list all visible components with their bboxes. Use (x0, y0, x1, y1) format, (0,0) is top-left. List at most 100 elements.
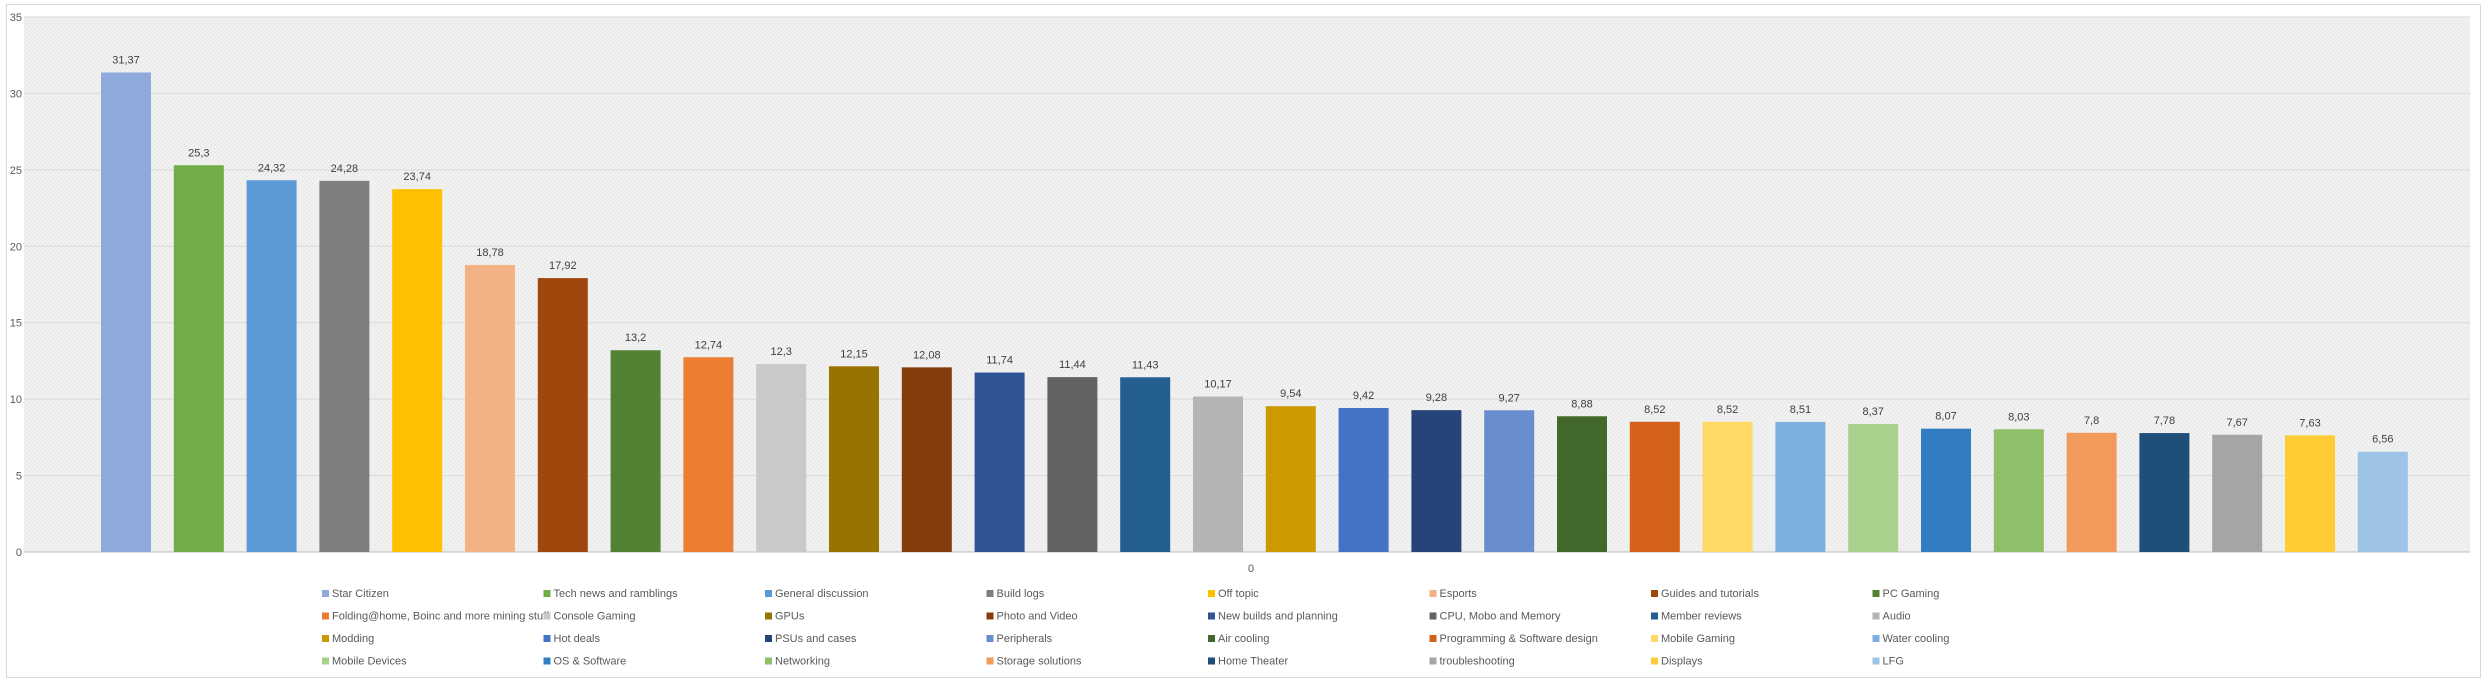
bar (2139, 433, 2190, 552)
data-label: 11,43 (1132, 359, 1159, 371)
legend-item: Photo and Video (986, 611, 1078, 623)
data-label: 24,32 (258, 162, 286, 174)
legend-item: Console Gaming (543, 611, 635, 623)
legend-label: New builds and planning (1218, 611, 1338, 623)
data-label: 8,52 (1717, 404, 1738, 416)
data-label: 12,3 (770, 346, 791, 358)
legend-item: Member reviews (1651, 611, 1742, 623)
data-label: 7,67 (2226, 417, 2247, 429)
legend-swatch (1208, 612, 1215, 620)
legend-label: OS & Software (554, 656, 627, 668)
bar (756, 363, 807, 552)
bar (1484, 410, 1535, 552)
legend-swatch (1872, 612, 1880, 620)
data-label: 7,8 (2084, 415, 2099, 427)
data-label: 9,54 (1280, 388, 1301, 400)
legend-label: Folding@home, Boinc and more mining stuf… (332, 611, 550, 623)
legend-label: Modding (332, 633, 374, 645)
legend-item: Home Theater (1208, 656, 1288, 668)
bar (2212, 434, 2263, 552)
bar (1338, 408, 1389, 552)
legend-swatch (322, 657, 329, 665)
legend-item: New builds and planning (1208, 611, 1338, 623)
legend-swatch (986, 635, 994, 642)
bar (465, 264, 515, 552)
legend-swatch (322, 612, 329, 620)
legend-swatch (1872, 657, 1880, 665)
legend-swatch (543, 635, 551, 642)
legend-label: Tech news and ramblings (554, 588, 679, 600)
legend-label: LFG (1883, 656, 1904, 668)
legend-item: Guides and tutorials (1651, 588, 1759, 600)
data-label: 11,44 (1059, 359, 1086, 371)
legend-item: Storage solutions (986, 656, 1082, 668)
legend-swatch (543, 612, 551, 620)
legend-item: LFG (1872, 656, 1904, 668)
bar (1702, 421, 1753, 552)
legend-label: General discussion (775, 588, 869, 600)
data-label: 7,78 (2154, 415, 2175, 427)
bar (537, 278, 588, 552)
bar (683, 357, 734, 552)
data-label: 12,15 (840, 348, 868, 360)
legend-label: Audio (1883, 611, 1911, 623)
legend-item: Water cooling (1872, 633, 1950, 645)
bar (319, 180, 370, 552)
bar (2357, 451, 2408, 552)
bar (392, 189, 443, 553)
legend-label: Off topic (1218, 588, 1259, 600)
legend-item: CPU, Mobo and Memory (1429, 611, 1562, 623)
y-tick-label: 5 (16, 471, 22, 483)
y-tick-label: 20 (10, 241, 22, 253)
legend-swatch (765, 590, 772, 597)
legend-swatch (1651, 612, 1658, 620)
data-label: 9,42 (1353, 390, 1374, 402)
legend-swatch (986, 612, 994, 620)
legend-label: Air cooling (1218, 633, 1269, 645)
legend-item: troubleshooting (1429, 656, 1515, 668)
legend-swatch (1208, 590, 1215, 597)
legend-item: GPUs (765, 611, 805, 623)
legend-item: Modding (322, 633, 374, 645)
legend-swatch (1651, 635, 1658, 642)
data-label: 13,2 (625, 332, 646, 344)
legend-item: Audio (1872, 611, 1911, 623)
legend-label: Mobile Gaming (1661, 633, 1735, 645)
legend-swatch (322, 590, 329, 597)
bar (1848, 424, 1899, 552)
data-label: 23,74 (403, 171, 431, 183)
legend-swatch (1429, 590, 1437, 597)
legend-label: Water cooling (1883, 633, 1950, 645)
legend: Star Citizen Tech news and ramblings Gener… (322, 588, 1949, 668)
legend-swatch (765, 657, 772, 665)
legend-label: CPU, Mobo and Memory (1440, 611, 1562, 623)
bar (1411, 410, 1462, 552)
legend-label: Hot deals (554, 633, 601, 645)
legend-label: Photo and Video (997, 611, 1078, 623)
data-label: 24,28 (331, 163, 359, 175)
bar (829, 366, 879, 552)
bar (1193, 396, 1243, 552)
legend-item: Esports (1429, 588, 1477, 600)
legend-swatch (986, 590, 994, 597)
legend-label: Member reviews (1661, 611, 1742, 623)
legend-item: Displays (1651, 656, 1703, 668)
data-label: 6,56 (2372, 434, 2393, 446)
legend-item: General discussion (765, 588, 869, 600)
legend-label: PSUs and cases (775, 633, 857, 645)
chart-border (6, 4, 2481, 678)
data-label: 9,28 (1426, 392, 1447, 404)
legend-item: Hot deals (543, 633, 601, 645)
legend-label: Build logs (997, 588, 1045, 600)
bar (1557, 416, 1607, 552)
legend-item: PC Gaming (1872, 588, 1939, 600)
bar (1775, 421, 1826, 552)
legend-label: Star Citizen (332, 588, 389, 600)
legend-item: Folding@home, Boinc and more mining stuf… (322, 611, 550, 623)
legend-item: Air cooling (1208, 633, 1269, 645)
data-label: 9,27 (1498, 392, 1519, 404)
bar (173, 165, 224, 552)
legend-swatch (322, 635, 329, 642)
bar (901, 367, 952, 552)
legend-item: Networking (765, 656, 830, 668)
